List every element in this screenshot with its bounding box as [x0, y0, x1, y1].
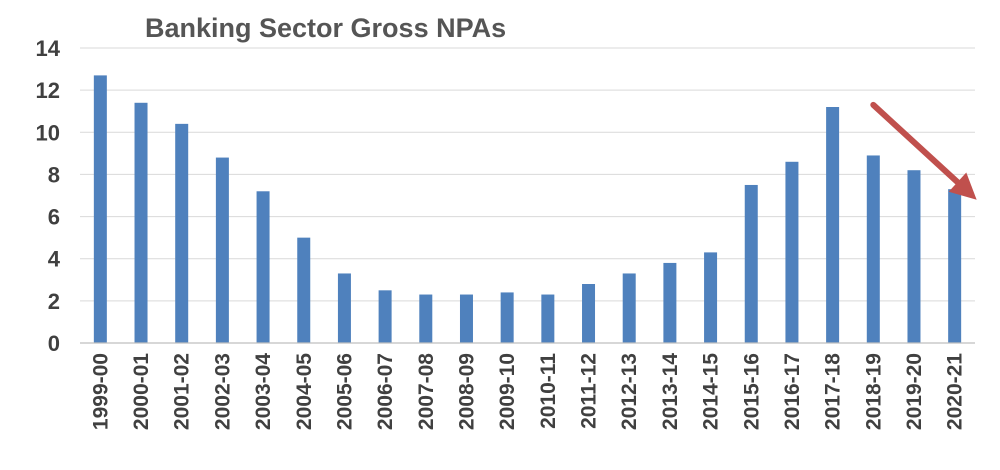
x-tick-label: 2011-12	[578, 353, 601, 429]
x-tick-label: 2016-17	[781, 353, 804, 430]
x-tick-label: 2008-09	[455, 353, 478, 430]
x-tick-label: 2005-06	[333, 353, 356, 430]
y-tick-label: 2	[48, 289, 60, 314]
chart-title: Banking Sector Gross NPAs	[145, 13, 506, 43]
bar	[785, 161, 799, 343]
bar	[419, 294, 433, 343]
y-tick-label: 8	[48, 162, 60, 187]
bar	[948, 189, 962, 343]
gridlines	[80, 47, 975, 302]
x-tick-label: 2013-14	[659, 353, 682, 430]
x-tick-label: 1999-00	[89, 353, 112, 430]
y-axis-ticks: 0 2 4 6 8 10 12 14	[36, 36, 61, 356]
bar	[175, 123, 189, 343]
x-tick-label: 2004-05	[293, 353, 316, 430]
annotations	[870, 101, 977, 200]
bar	[215, 157, 229, 343]
x-tick-label: 2015-16	[740, 353, 763, 430]
bar	[459, 294, 473, 343]
y-tick-label: 14	[36, 36, 61, 61]
y-tick-label: 4	[48, 247, 61, 272]
bar	[541, 294, 555, 343]
bar	[93, 75, 107, 344]
bars	[93, 75, 962, 344]
y-tick-label: 6	[48, 205, 60, 230]
bar	[663, 262, 677, 343]
x-tick-label: 2018-19	[862, 353, 885, 430]
x-tick-label: 2006-07	[374, 353, 397, 430]
y-tick-label: 10	[36, 120, 60, 145]
bar	[256, 191, 270, 343]
x-tick-label: 2017-18	[822, 353, 845, 430]
y-tick-label: 12	[36, 78, 60, 103]
bar	[134, 102, 148, 344]
x-tick-label: 2001-02	[171, 353, 194, 430]
x-tick-label: 2007-08	[415, 353, 438, 430]
bar	[582, 284, 596, 343]
trend-arrow-shaft	[870, 101, 961, 186]
bar	[622, 273, 636, 343]
bar	[378, 290, 392, 343]
x-tick-label: 2019-20	[903, 353, 926, 430]
x-tick-label: 2010-11	[537, 353, 560, 429]
x-tick-label: 2014-15	[700, 353, 723, 430]
x-tick-label: 2003-04	[252, 353, 275, 430]
trend-arrow-head	[948, 172, 977, 200]
bar	[826, 107, 840, 343]
bar	[907, 170, 921, 343]
x-axis-ticks: 1999-00 2000-01 2001-02 2002-03 2003-04 2004-…	[89, 353, 966, 430]
x-tick-label: 2009-10	[496, 353, 519, 430]
bar	[704, 252, 718, 343]
bar	[744, 184, 758, 343]
x-tick-label: 2000-01	[130, 353, 153, 430]
x-tick-label: 2002-03	[211, 353, 234, 430]
bar	[500, 292, 514, 343]
x-tick-label: 2020-21	[944, 353, 967, 430]
bar	[297, 237, 311, 343]
bar	[337, 273, 351, 343]
bar	[866, 155, 880, 343]
x-tick-label: 2012-13	[618, 353, 641, 430]
y-tick-label: 0	[48, 331, 60, 356]
